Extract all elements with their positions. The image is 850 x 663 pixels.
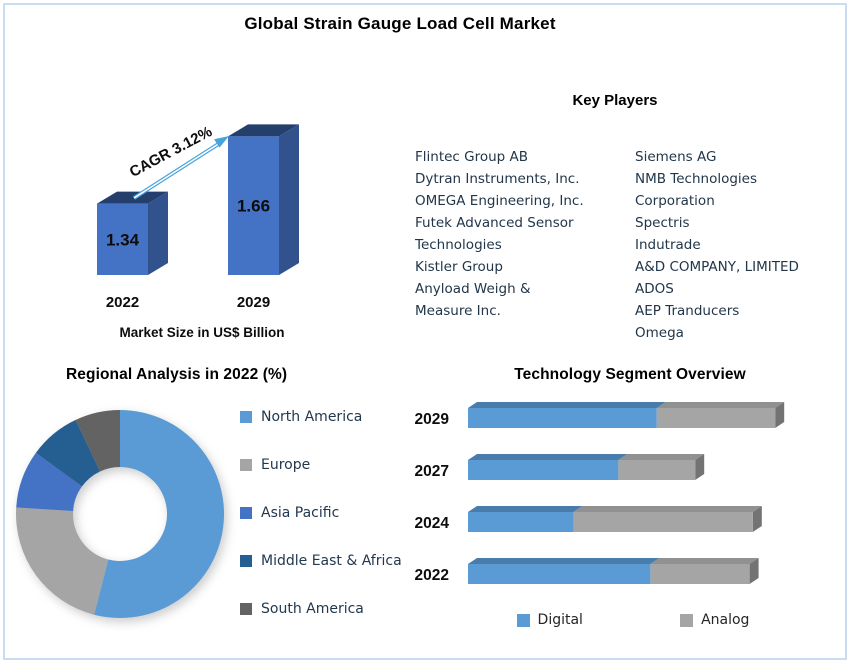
legend-label: Europe <box>261 457 311 473</box>
key-player-line: ADOS <box>635 281 674 297</box>
tech-bar-2027: 2027 <box>415 454 705 480</box>
legend-label: Middle East & Africa <box>261 553 402 569</box>
key-player-line: Flintec Group AB <box>415 149 529 165</box>
key-player-line: Kistler Group <box>415 259 503 275</box>
key-player-line: OMEGA Engineering, Inc. <box>415 193 584 209</box>
bar-2022: 1.34 2022 <box>97 191 168 311</box>
legend-label: Analog <box>701 612 750 628</box>
legend-item-middle-east-africa: Middle East & Africa <box>240 552 402 571</box>
key-player-line: Futek Advanced Sensor <box>415 215 574 231</box>
technology-bars-svg: 2029 2027 2024 2022 <box>415 402 785 584</box>
page-title: Global Strain Gauge Load Cell Market <box>244 14 556 33</box>
legend-label: South America <box>261 601 364 617</box>
tech-year-label: 2027 <box>415 463 449 480</box>
key-player-line: Corporation <box>635 193 715 209</box>
key-player-line: NMB Technologies <box>635 171 758 187</box>
key-players-column-right: Siemens AG NMB Technologies Corporation … <box>635 146 799 344</box>
legend-color-swatch <box>516 613 530 627</box>
key-player-line: Technologies <box>415 237 502 253</box>
legend-label: Digital <box>537 612 583 628</box>
donut-slice-2 <box>16 452 82 512</box>
key-player-line: A&D COMPANY, LIMITED <box>635 259 799 275</box>
regional-donut-svg <box>16 410 225 618</box>
tech-year-label: 2022 <box>415 567 449 584</box>
donut-slice-0 <box>94 410 225 618</box>
legend-item-north-america: North America <box>240 408 362 427</box>
legend-color-swatch <box>240 411 252 423</box>
legend-item-digital: Digital <box>516 612 583 628</box>
tech-bar-2029: 2029 <box>415 402 785 428</box>
technology-legend: Digital Analog <box>468 612 798 628</box>
key-player-line: Dytran Instruments, Inc. <box>415 171 580 187</box>
key-player-line: Spectris <box>635 215 690 231</box>
bar-value-label: 1.34 <box>106 230 140 249</box>
key-players-column-left: Flintec Group AB Dytran Instruments, Inc… <box>415 146 584 322</box>
tech-year-label: 2029 <box>415 411 450 428</box>
bar-category-label: 2022 <box>106 294 139 311</box>
legend-item-south-america: South America <box>240 600 364 619</box>
key-player-line: Siemens AG <box>635 149 717 165</box>
legend-label: Asia Pacific <box>261 505 340 521</box>
tech-bar-2022: 2022 <box>415 558 759 584</box>
donut-slice-3 <box>35 419 100 487</box>
key-players-heading: Key Players <box>572 92 658 109</box>
bar-2029: 1.66 2029 <box>228 124 299 311</box>
technology-segment-heading: Technology Segment Overview <box>514 366 746 383</box>
bar-value-label: 1.66 <box>237 197 270 216</box>
legend-color-swatch <box>240 507 252 519</box>
legend-item-europe: Europe <box>240 456 310 475</box>
legend-item-analog: Analog <box>680 612 749 628</box>
donut-slice-4 <box>75 410 120 472</box>
tech-year-label: 2024 <box>415 515 450 532</box>
legend-color-swatch <box>680 613 694 627</box>
legend-color-swatch <box>240 459 252 471</box>
legend-color-swatch <box>240 603 252 615</box>
tech-bar-2024: 2024 <box>415 506 762 532</box>
chart-caption: Market Size in US$ Billion <box>119 325 284 340</box>
key-player-line: Measure Inc. <box>415 303 501 319</box>
legend-color-swatch <box>240 555 252 567</box>
key-player-line: AEP Tranducers <box>635 303 740 319</box>
market-size-chart-svg: 1.34 2022 1.66 2029 CAGR 3.12% Market Size in… <box>97 123 299 340</box>
legend-item-asia-pacific: Asia Pacific <box>240 504 339 523</box>
cagr-arrow: CAGR 3.12% <box>127 123 229 200</box>
key-player-line: Anyload Weigh & <box>415 281 531 297</box>
key-player-line: Omega <box>635 325 684 341</box>
regional-analysis-heading: Regional Analysis in 2022 (%) <box>66 366 288 383</box>
donut-slice-1 <box>16 507 109 615</box>
bar-category-label: 2029 <box>237 294 270 311</box>
key-player-line: Indutrade <box>635 237 701 253</box>
legend-label: North America <box>261 409 363 425</box>
